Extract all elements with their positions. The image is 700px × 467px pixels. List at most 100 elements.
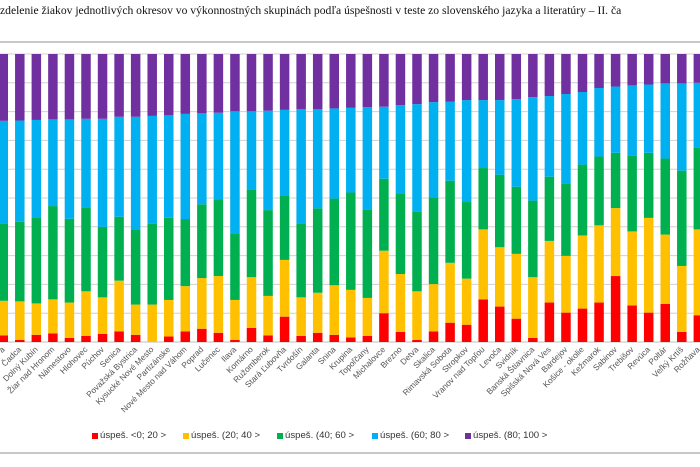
bar-segment xyxy=(379,106,389,179)
bar-segment xyxy=(577,235,588,309)
chart-legend: úspeš. <0; 20 > úspeš. (20; 40 > úspeš. (4… xyxy=(0,430,700,444)
bar-segment xyxy=(627,305,637,342)
bar-segment xyxy=(246,277,257,328)
bar-segment xyxy=(263,110,273,211)
bar-segment xyxy=(114,116,124,217)
bar-segment xyxy=(445,54,455,102)
bar-segment xyxy=(213,332,224,342)
bar-segment xyxy=(15,221,25,302)
bar-segment xyxy=(643,152,654,218)
bar-segment xyxy=(329,108,339,199)
bar-segment xyxy=(610,86,621,153)
bar-segment xyxy=(594,54,604,88)
bar-segment xyxy=(0,335,8,342)
bar-segment xyxy=(495,247,505,307)
bar-segment xyxy=(610,54,621,87)
bar-segment xyxy=(445,101,455,181)
bar-segment xyxy=(279,109,290,196)
bar-segment xyxy=(511,318,522,342)
bar-segment xyxy=(197,54,207,114)
bar-segment xyxy=(329,198,339,286)
bar-segment xyxy=(511,253,522,319)
bar-segment xyxy=(296,297,306,336)
bar-segment xyxy=(97,333,108,342)
bar-segment xyxy=(329,334,339,342)
bar-segment xyxy=(15,120,25,222)
legend-swatch xyxy=(465,432,471,439)
bar-segment xyxy=(395,274,406,332)
bar-segment xyxy=(594,156,604,226)
bar-segment xyxy=(296,109,306,224)
bar-segment xyxy=(428,284,439,332)
bar-segment xyxy=(395,105,406,194)
bar-segment xyxy=(15,54,25,121)
bar-segment xyxy=(693,147,700,230)
bar-segment xyxy=(677,265,687,332)
bar-segment xyxy=(511,54,522,100)
bar-segment xyxy=(544,302,555,342)
bar-segment xyxy=(130,54,141,117)
bar-segment xyxy=(643,54,654,85)
bar-segment xyxy=(263,295,273,336)
legend-swatch xyxy=(277,432,283,439)
bar-segment xyxy=(428,331,439,342)
bar-segment xyxy=(362,107,373,210)
bar-segment xyxy=(643,312,654,342)
bar-segment xyxy=(577,308,588,342)
bar-segment xyxy=(164,54,174,116)
bar-segment xyxy=(660,303,670,342)
bar-segment xyxy=(395,331,406,342)
bar-segment xyxy=(346,337,356,342)
bar-segment xyxy=(147,223,157,305)
bar-segment xyxy=(693,54,700,83)
bar-segment xyxy=(428,102,439,198)
bar-segment xyxy=(197,204,207,279)
bar-segment xyxy=(97,54,108,119)
bar-segment xyxy=(610,208,621,277)
bar-segment xyxy=(660,158,670,235)
bar-segment xyxy=(164,299,174,337)
bar-segment xyxy=(362,335,373,342)
bar-segment xyxy=(395,193,406,275)
bar-segment xyxy=(495,306,505,342)
bar-segment xyxy=(312,332,323,342)
bar-segment xyxy=(478,168,488,230)
bar-segment xyxy=(478,54,488,101)
bar-segment xyxy=(296,223,306,298)
bar-segment xyxy=(81,335,91,342)
bar-segment xyxy=(643,84,654,153)
bar-segment xyxy=(97,297,108,334)
bar-segment xyxy=(0,120,8,224)
bar-segment xyxy=(495,54,505,101)
bar-segment xyxy=(594,225,604,303)
bar-segment xyxy=(362,54,373,108)
bar-segment xyxy=(48,206,58,300)
bar-segment xyxy=(478,299,488,342)
bar-segment xyxy=(329,54,339,109)
bar-segment xyxy=(660,234,670,304)
bar-segment xyxy=(64,119,75,219)
bar-segment xyxy=(147,115,157,224)
bar-segment xyxy=(445,322,455,342)
bar-segment xyxy=(677,54,687,84)
bar-segment xyxy=(346,192,356,290)
bar-segment xyxy=(412,104,422,212)
bar-segment xyxy=(263,210,273,296)
bar-segment xyxy=(130,229,141,305)
bar-segment xyxy=(230,111,240,234)
bar-segment xyxy=(428,54,439,103)
bar-segment xyxy=(528,337,538,342)
bar-segment xyxy=(180,113,191,220)
bar-segment xyxy=(279,259,290,317)
bar-segment xyxy=(246,327,257,342)
bar-segment xyxy=(31,303,42,335)
bar-segment xyxy=(197,113,207,205)
bar-segment xyxy=(445,262,455,323)
bar-segment xyxy=(495,174,505,248)
bar-segment xyxy=(81,54,91,119)
bar-segment xyxy=(561,255,571,313)
bar-segment xyxy=(64,337,75,342)
bar-segment xyxy=(130,116,141,230)
bar-segment xyxy=(362,297,373,336)
bar-segment xyxy=(312,292,323,333)
